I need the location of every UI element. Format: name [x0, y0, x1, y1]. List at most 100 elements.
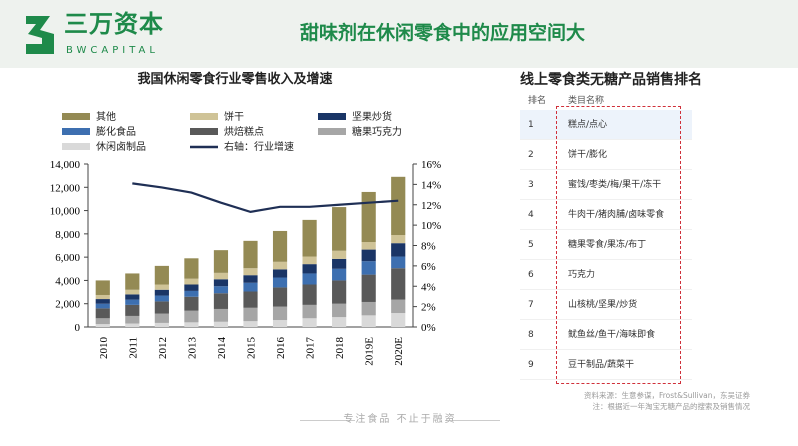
bar-segment [302, 273, 317, 285]
bar-segment [243, 275, 258, 283]
bar-segment [272, 287, 288, 307]
bar-segment [361, 249, 376, 262]
x-tick-label: 2017 [305, 337, 317, 360]
rank: 1 [528, 119, 534, 130]
logo-icon [26, 16, 54, 54]
y2-tick-label: 0% [421, 322, 436, 334]
y-tick-label: 2,000 [55, 299, 80, 311]
bar-segment [332, 258, 347, 269]
table-row: 1 糕点/点心 [520, 110, 692, 140]
bar-segment [243, 321, 258, 327]
bar-segment [154, 301, 169, 314]
category-name: 巧克力 [568, 269, 596, 280]
footer-divider [300, 420, 355, 421]
y2-tick-label: 16% [421, 159, 441, 171]
x-tick-label: 2018 [334, 337, 346, 360]
bar-segment [391, 299, 406, 314]
bar-segment [361, 242, 376, 250]
bar-segment [184, 290, 199, 297]
bar-segment [184, 310, 199, 323]
bar-segment [95, 299, 110, 304]
note-line: 注：根据近一年淘宝无糖产品的搜索及销售情况 [592, 402, 751, 411]
bar-segment [302, 219, 317, 257]
legend-swatch [318, 113, 346, 120]
legend-swatch [190, 128, 218, 135]
x-tick-label: 2010 [98, 337, 110, 360]
ranking-table: 排名 类目名称 1 糕点/点心 2 饼干/膨化 3 蜜饯/枣类/梅/果干/冻干 4 牛肉干/猪肉… [520, 92, 692, 380]
table-row: 5 糖果零食/果冻/布丁 [520, 230, 692, 260]
legend-label: 糖果巧克力 [352, 125, 402, 138]
y-tick-label: 8,000 [55, 229, 80, 241]
y-tick-label: 14,000 [50, 159, 81, 171]
y2-tick-label: 6% [421, 261, 436, 273]
legend-swatch [62, 113, 90, 120]
y-tick-label: 12,000 [50, 182, 81, 194]
bar-segment [272, 230, 288, 262]
brand-name-en: BWCAPITAL [66, 45, 159, 56]
legend-label: 膨化食品 [96, 125, 136, 138]
table-title: 线上零食类无糖产品销售排名 [520, 72, 702, 88]
bar-segment [154, 284, 169, 290]
table-row: 3 蜜饯/枣类/梅/果干/冻干 [520, 170, 692, 200]
bar-segment [361, 315, 376, 327]
bar-segment [184, 278, 199, 285]
bar-segment [95, 294, 110, 300]
bar-segment [243, 282, 258, 292]
category-name: 糕点/点心 [568, 119, 608, 130]
category-name: 鱿鱼丝/鱼干/海味即食 [568, 329, 656, 340]
y2-tick-label: 14% [421, 179, 441, 191]
bar-segment [125, 323, 140, 327]
category-name: 牛肉干/猪肉脯/卤味零食 [568, 209, 665, 220]
bar-segment [391, 268, 406, 300]
bar-segment [272, 320, 288, 327]
legend-swatch [62, 143, 90, 150]
bar-segment [95, 280, 110, 295]
bar-segment [332, 317, 347, 327]
bar-segment [361, 301, 376, 316]
header [0, 0, 798, 68]
bar-segment [95, 308, 110, 319]
slide-title: 甜味剂在休闲零食中的应用空间大 [300, 22, 586, 44]
source-line: 资料来源：生意参谋，Frost&Sullivan，东吴证券 [583, 391, 750, 400]
bar-segment [302, 264, 317, 274]
bar-segment [361, 261, 376, 275]
legend-swatch [190, 113, 218, 120]
legend-label: 烘焙糕点 [224, 125, 264, 138]
bar-segment [391, 176, 406, 236]
y-tick-label: 6,000 [55, 252, 80, 264]
bar-segment [243, 240, 258, 269]
header-category: 类目名称 [568, 96, 605, 106]
bar-segment [332, 207, 347, 251]
y-tick-label: 10,000 [50, 206, 81, 218]
x-tick-label: 2014 [216, 337, 228, 360]
bar-segment [95, 303, 110, 309]
rank: 5 [528, 239, 534, 250]
x-tick-label: 2015 [246, 337, 258, 360]
bar-segment [243, 291, 258, 308]
legend-swatch [62, 128, 90, 135]
bar-segment [184, 284, 199, 291]
bar-segment [213, 286, 229, 294]
table-row: 6 巧克力 [520, 260, 692, 290]
y2-tick-label: 2% [421, 302, 436, 314]
rank: 6 [528, 269, 534, 280]
bar-segment [272, 269, 288, 278]
bar-segment [272, 277, 288, 288]
bar-segment [243, 307, 258, 322]
bar-segment [361, 274, 376, 302]
category-name: 饼干/膨化 [568, 149, 608, 160]
legend-label: 休闲卤制品 [96, 140, 146, 153]
bar-segment [184, 322, 199, 327]
source-note: 资料来源：生意参谋，Frost&Sullivan，东吴证券注：根据近一年淘宝无糖… [520, 390, 750, 412]
highlight-box [556, 106, 681, 384]
rank: 8 [528, 329, 534, 340]
bar-segment [332, 268, 347, 281]
bar-segment [272, 306, 288, 321]
bar-segment [332, 303, 347, 318]
bar-segment [213, 272, 229, 280]
rank: 7 [528, 299, 534, 310]
bar-segment [125, 294, 140, 300]
x-tick-label: 2012 [157, 337, 169, 359]
x-tick-label: 2013 [186, 337, 198, 360]
bar-segment [154, 313, 169, 323]
